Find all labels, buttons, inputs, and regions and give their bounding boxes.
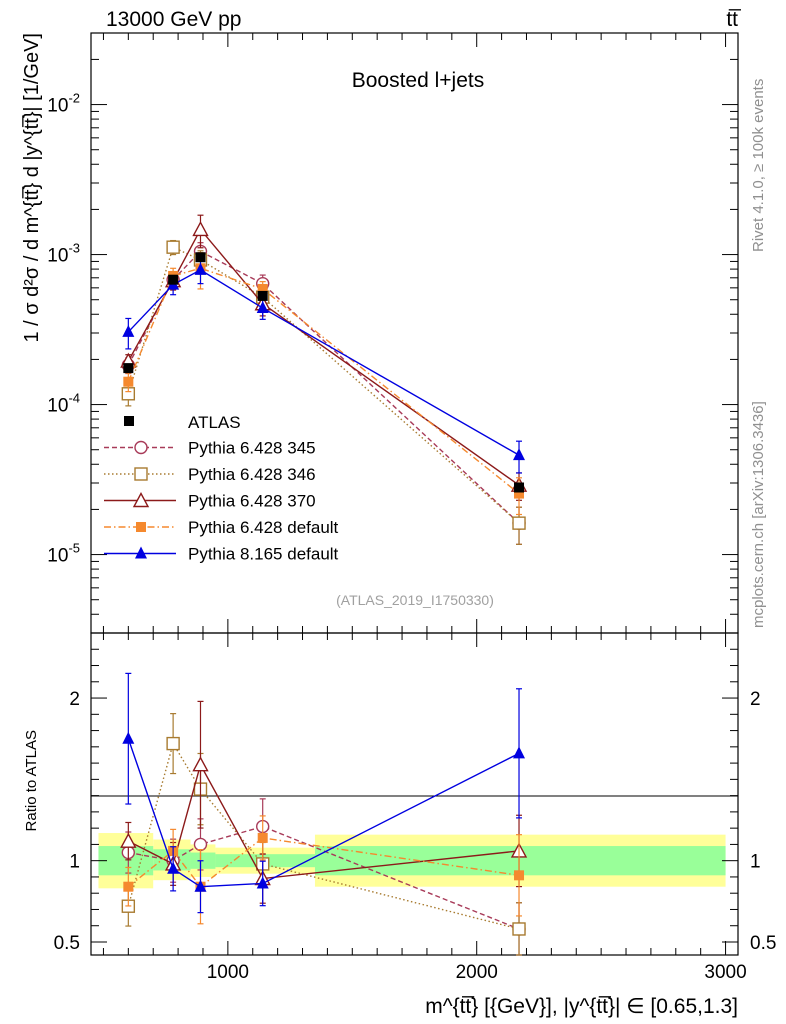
legend-item-pythia-6-428-346-marker (134, 467, 148, 481)
ratio-series (120, 672, 528, 956)
series-pythia-8-165-default-ratio-point (122, 731, 135, 744)
ratio-tick-label-right: 1 (750, 852, 761, 873)
legend-item-atlas: ATLAS (124, 413, 241, 432)
legend-item-pythia-6-428-default-marker (136, 522, 146, 532)
y-ticks: 10-5 10-4 10-3 10-2 (47, 32, 738, 634)
series-pythia-8-165-default-ratio-point (167, 861, 180, 874)
series-pythia-6-428-346-ratio-point (512, 922, 526, 936)
series-pythia-6-428-370-ratio-point (192, 756, 209, 772)
series-pythia-6-428-345-line (127, 250, 520, 524)
series-pythia-8-165-default-point (194, 262, 207, 275)
legend-item-pythia-8-165-default: Pythia 8.165 default (104, 545, 339, 564)
series-pythia-8-165-default-ratio-point (194, 879, 207, 892)
y-tick-label: 10-3 (47, 241, 80, 267)
series-pythia-6-428-default-ratio-point (514, 870, 525, 881)
main-series (120, 214, 528, 545)
y-tick-label: 10-5 (47, 541, 80, 567)
x-tick-label: 1000 (207, 962, 249, 983)
series-pythia-8-165-default-line (127, 269, 520, 456)
ratio-tick-label: 0.5 (54, 933, 80, 954)
series-pythia-6-428-346-point (166, 240, 180, 254)
ratio-tick-label: 2 (69, 689, 80, 710)
legend: ATLAS Pythia 6.428 345 Pythia 6.428 346 Pyt… (104, 413, 339, 564)
main-plot-frame (90, 32, 739, 634)
atlas-data-point (514, 482, 525, 493)
series-pythia-6-428-370-point (192, 220, 209, 237)
series-pythia-6-428-346-ratio-point (166, 736, 180, 751)
series-pythia-8-165-default-point (513, 448, 526, 461)
series-pythia-6-428-default-point (123, 376, 134, 387)
y-tick-label: 10-4 (47, 391, 80, 417)
legend-item-pythia-6-428-345-marker (134, 440, 148, 455)
chart-title: Boosted l+jets (352, 69, 485, 92)
rivet-note: Rivet 4.1.0, ≥ 100k events (750, 79, 767, 252)
series-pythia-6-428-default-point (257, 283, 268, 294)
series-pythia-6-428-default-ratio-point (123, 881, 134, 892)
ratio-tick-label: 1 (69, 852, 80, 873)
ratio-y-axis-label: Ratio to ATLAS (23, 730, 40, 831)
series-pythia-6-428-346-line (127, 246, 520, 524)
series-pythia-6-428-default-line (127, 267, 520, 495)
atlas-data-point (123, 363, 134, 374)
legend-item-pythia-6-428-default-label: Pythia 6.428 default (188, 518, 339, 537)
legend-label-atlas: ATLAS (188, 413, 241, 432)
legend-item-pythia-6-428-345: Pythia 6.428 345 (104, 439, 316, 458)
series-pythia-6-428-default-point (514, 488, 525, 499)
ratio-plot-frame (90, 632, 739, 956)
y-tick-label: 10-2 (47, 91, 80, 117)
legend-item-pythia-6-428-370: Pythia 6.428 370 (104, 492, 316, 511)
series-pythia-6-428-345-ratio-point (193, 837, 208, 852)
legend-item-pythia-8-165-default-label: Pythia 8.165 default (188, 545, 339, 564)
series-pythia-8-165-default-ratio-point (513, 746, 526, 759)
atlas-data-point (257, 290, 268, 301)
series-pythia-8-165-default-point (122, 324, 135, 337)
legend-item-pythia-6-428-370-label: Pythia 6.428 370 (188, 492, 316, 511)
series-pythia-6-428-346-point (512, 516, 526, 530)
legend-item-pythia-6-428-345-label: Pythia 6.428 345 (188, 439, 316, 458)
x-tick-label: 2000 (456, 962, 498, 983)
series-pythia-6-428-370-ratio-point (120, 832, 137, 848)
x-tick-label: 3000 (704, 962, 746, 983)
y-axis-label: 1 / σ d²σ / d m^{tt̅} d |y^{tt̅}| [1/GeV… (21, 33, 43, 343)
chart-watermark: (ATLAS_2019_I1750330) (336, 592, 494, 608)
series-pythia-8-165-default-ratio-point (256, 876, 269, 889)
legend-item-pythia-6-428-346: Pythia 6.428 346 (104, 465, 316, 484)
x-axis-label: m^{tt̅} [{GeV}], |y^{tt̅}| ∈ [0.65,1.3] (425, 995, 738, 1018)
header-right: tt̅ (726, 8, 742, 31)
legend-item-pythia-6-428-default: Pythia 6.428 default (104, 518, 339, 537)
atlas-data-point (195, 252, 206, 263)
series-pythia-6-428-default-ratio-point (257, 832, 268, 843)
atlas-data-point (168, 274, 179, 285)
legend-item-pythia-6-428-346-label: Pythia 6.428 346 (188, 465, 316, 484)
series-pythia-6-428-345-ratio-line (128, 825, 520, 930)
header-left: 13000 GeV pp (106, 8, 241, 31)
ratio-tick-label-right: 2 (750, 689, 761, 710)
ratio-ticks: 0.5 0.5 1 1 2 2 (54, 648, 776, 954)
legend-item-pythia-6-428-370-marker (132, 492, 150, 508)
series-pythia-6-428-346-ratio-line (127, 741, 520, 930)
ratio-tick-label-right: 0.5 (750, 933, 776, 954)
mcplots-note: mcplots.cern.ch [arXiv:1306.3436] (750, 401, 767, 628)
legend-item-pythia-8-165-default-marker (135, 546, 147, 559)
legend-marker-atlas (124, 416, 134, 426)
x-ticks: 1000 2000 3000 (102, 33, 747, 983)
series-pythia-6-428-370-line (127, 228, 520, 486)
series-pythia-8-165-default-point (256, 301, 269, 314)
